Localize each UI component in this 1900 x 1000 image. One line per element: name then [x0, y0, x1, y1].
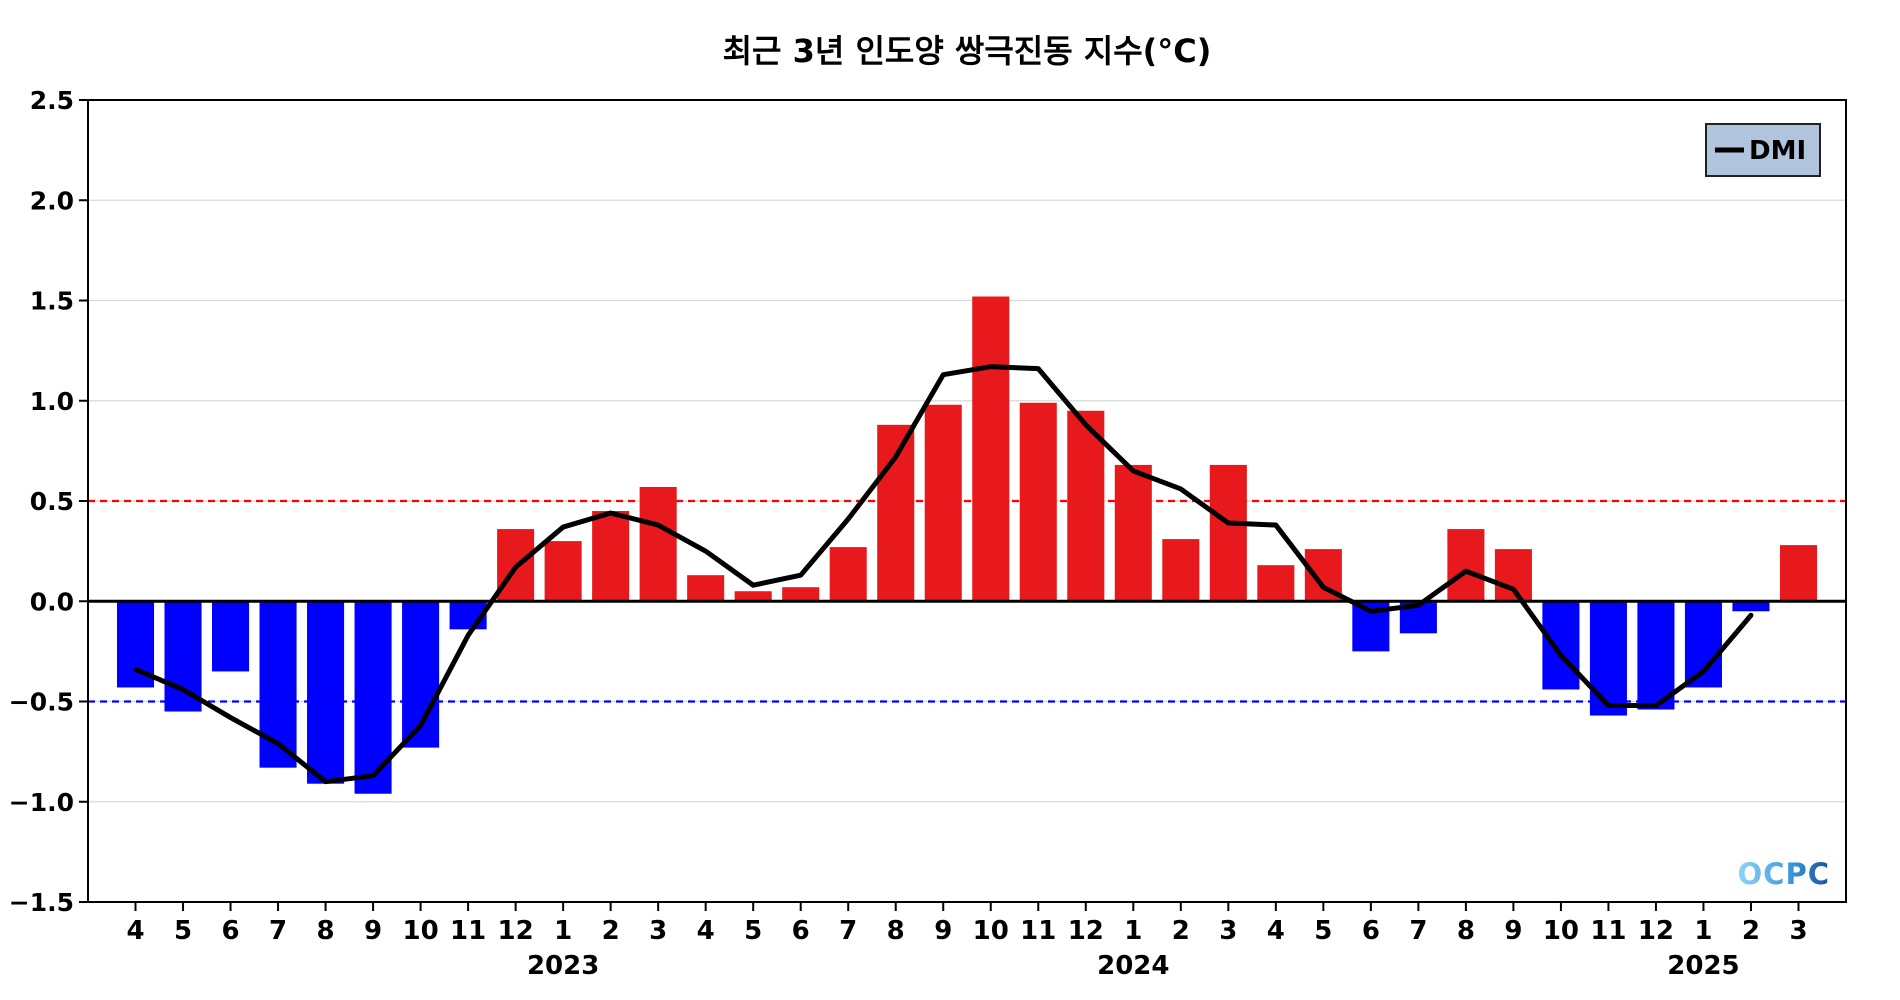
- x-tick-label: 12: [498, 916, 534, 946]
- y-tick-label: 1.0: [30, 387, 74, 416]
- dmi-line-series: [133, 364, 1754, 785]
- x-tick-label: 11: [1020, 916, 1056, 946]
- bar-24: [1209, 464, 1247, 602]
- x-tick-label: 4: [1267, 916, 1285, 946]
- bar-25: [1257, 565, 1295, 602]
- dmi-line: [133, 364, 1754, 785]
- x-tick-label: 5: [744, 916, 762, 946]
- bar-18: [924, 404, 962, 602]
- x-tick-label: 2: [602, 916, 620, 946]
- bar-16: [829, 547, 867, 602]
- y-tick-label: 2.5: [30, 86, 74, 115]
- x-tick-label: 3: [649, 916, 667, 946]
- x-tick-label: 9: [364, 916, 382, 946]
- bar-13: [687, 575, 725, 602]
- bar-31: [1542, 601, 1580, 690]
- bar-23: [1162, 539, 1200, 602]
- year-label: 2025: [1667, 951, 1739, 981]
- bar-10: [544, 541, 582, 602]
- x-tick-label: 9: [934, 916, 952, 946]
- x-tick-label: 10: [973, 916, 1009, 946]
- bar-34: [1684, 601, 1722, 688]
- bar-33: [1637, 601, 1675, 710]
- bar-20: [1019, 402, 1057, 602]
- bar-15: [782, 587, 820, 602]
- x-tick-label: 12: [1068, 916, 1104, 946]
- x-tick-label: 3: [1219, 916, 1237, 946]
- bar-32: [1589, 601, 1627, 716]
- x-tick-label: 6: [1362, 916, 1380, 946]
- x-axis-ticks: [134, 902, 1800, 911]
- x-tick-label: 1: [1124, 916, 1142, 946]
- x-tick-label: 6: [792, 916, 810, 946]
- x-tick-label: 5: [174, 916, 192, 946]
- bar-12: [639, 486, 677, 602]
- x-tick-label: 2: [1172, 916, 1190, 946]
- chart-title: 최근 3년 인도양 쌍극진동 지수(°C): [723, 32, 1212, 70]
- bar-4: [259, 601, 297, 768]
- year-label: 2023: [527, 951, 599, 981]
- x-tick-label: 8: [1457, 916, 1475, 946]
- y-tick-label: 0.0: [30, 587, 74, 616]
- bar-22: [1114, 464, 1152, 602]
- bar-35: [1732, 601, 1770, 612]
- x-tick-label: 5: [1314, 916, 1332, 946]
- y-tick-label: −0.5: [9, 688, 74, 717]
- y-axis-labels: 2.5 2.0 1.5 1.0 0.5 0.0 −0.5 −1.0 −1.5: [9, 86, 74, 917]
- x-tick-label: 11: [450, 916, 486, 946]
- x-tick-label: 7: [269, 916, 287, 946]
- y-tick-label: −1.0: [9, 788, 74, 817]
- y-tick-label: −1.5: [9, 888, 74, 917]
- x-tick-label: 6: [221, 916, 239, 946]
- bar-21: [1067, 410, 1105, 602]
- bar-36: [1779, 545, 1818, 602]
- x-tick-label: 2: [1742, 916, 1760, 946]
- x-tick-label: 8: [317, 916, 335, 946]
- bar-17: [877, 424, 915, 602]
- year-label: 2024: [1097, 951, 1169, 981]
- x-tick-label: 9: [1504, 916, 1522, 946]
- x-tick-label: 7: [839, 916, 857, 946]
- x-tick-label: 8: [887, 916, 905, 946]
- bar-5: [307, 601, 345, 784]
- x-axis-month-labels: 4 5 6 7 8 9 10 11 12 1 2 3 4 5 6 7 8 9 10 11 12 1 2 3 4 5 6 7 8 9 10 11…: [126, 916, 1807, 946]
- x-tick-label: 10: [1543, 916, 1579, 946]
- bar-19: [972, 296, 1010, 602]
- x-tick-label: 4: [126, 916, 144, 946]
- x-tick-label: 1: [554, 916, 572, 946]
- x-tick-label: 12: [1638, 916, 1674, 946]
- legend: DMI: [1705, 123, 1821, 177]
- x-tick-label: 11: [1590, 916, 1626, 946]
- bar-3: [212, 601, 250, 672]
- x-tick-label: 3: [1789, 916, 1807, 946]
- bar-series: [116, 296, 1818, 794]
- x-tick-label: 1: [1694, 916, 1712, 946]
- x-tick-label: 10: [403, 916, 439, 946]
- bar-11: [592, 511, 630, 602]
- y-tick-label: 1.5: [30, 287, 74, 316]
- bar-14: [734, 591, 772, 602]
- ocpc-logo: OCPC: [1738, 857, 1830, 891]
- legend-label-dmi: DMI: [1749, 136, 1806, 166]
- bar-29: [1447, 529, 1485, 602]
- y-tick-label: 0.5: [30, 487, 74, 516]
- y-tick-label: 2.0: [30, 186, 74, 215]
- bar-2: [164, 601, 202, 712]
- y-axis-ticks: [79, 99, 88, 903]
- x-axis-year-labels: 2023 2024 2025: [527, 951, 1740, 981]
- x-tick-label: 4: [697, 916, 715, 946]
- x-tick-label: 7: [1409, 916, 1427, 946]
